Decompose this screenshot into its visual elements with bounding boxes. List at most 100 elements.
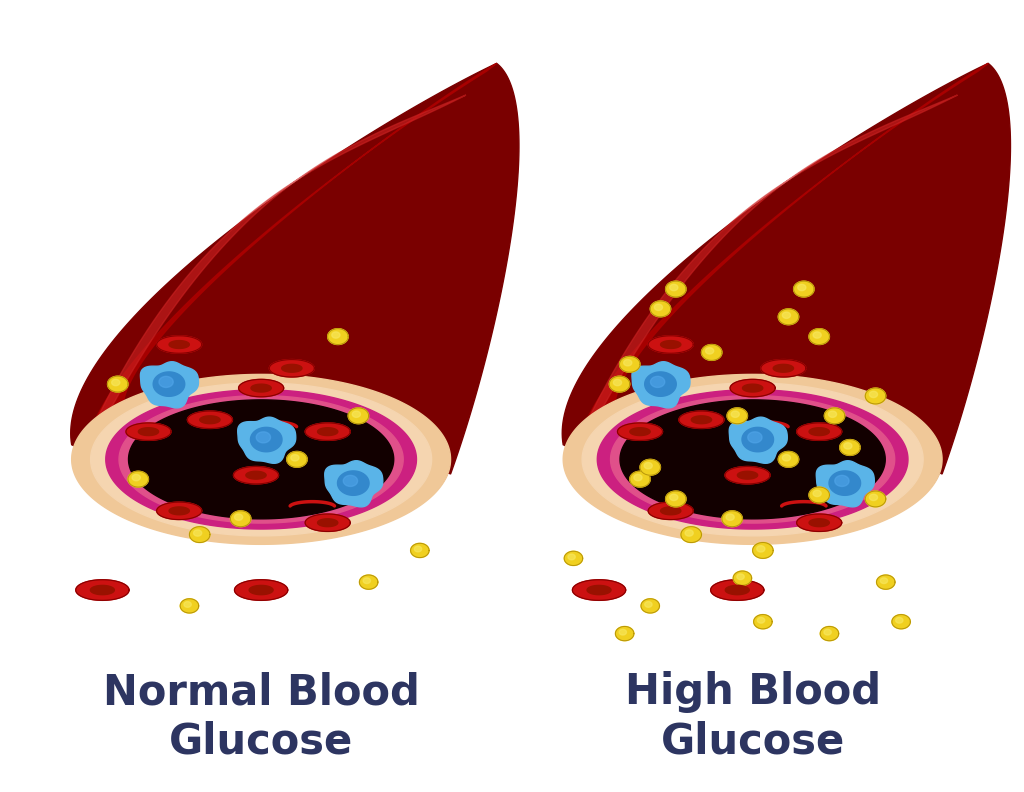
Polygon shape — [650, 301, 671, 317]
Polygon shape — [798, 284, 806, 291]
Polygon shape — [305, 514, 350, 531]
Polygon shape — [711, 580, 764, 600]
Polygon shape — [587, 585, 611, 595]
Polygon shape — [881, 578, 888, 584]
Polygon shape — [234, 580, 288, 600]
Polygon shape — [620, 630, 627, 635]
Polygon shape — [824, 408, 845, 424]
Polygon shape — [305, 423, 350, 440]
Polygon shape — [71, 63, 519, 540]
Polygon shape — [685, 530, 693, 536]
Polygon shape — [230, 511, 251, 527]
Polygon shape — [645, 372, 676, 396]
Polygon shape — [572, 580, 626, 600]
Polygon shape — [620, 356, 640, 372]
Polygon shape — [269, 360, 314, 377]
Polygon shape — [691, 416, 712, 424]
Polygon shape — [352, 411, 360, 417]
Polygon shape — [816, 461, 874, 507]
Polygon shape — [238, 417, 296, 463]
Polygon shape — [634, 474, 642, 481]
Polygon shape — [609, 376, 630, 392]
Polygon shape — [563, 375, 942, 544]
Polygon shape — [742, 428, 773, 451]
Polygon shape — [824, 630, 831, 635]
Polygon shape — [90, 585, 115, 595]
Polygon shape — [869, 494, 878, 501]
Polygon shape — [835, 475, 849, 486]
Polygon shape — [748, 432, 762, 443]
Polygon shape — [840, 440, 860, 455]
Polygon shape — [727, 408, 748, 424]
Polygon shape — [613, 379, 622, 386]
Polygon shape — [328, 329, 348, 345]
Polygon shape — [343, 475, 357, 486]
Polygon shape — [108, 376, 128, 392]
Polygon shape — [364, 578, 371, 584]
Polygon shape — [584, 95, 957, 429]
Polygon shape — [187, 411, 232, 428]
Polygon shape — [809, 519, 829, 527]
Polygon shape — [660, 507, 681, 515]
Polygon shape — [169, 341, 189, 348]
Polygon shape — [332, 332, 340, 338]
Polygon shape — [562, 63, 1011, 540]
Polygon shape — [249, 585, 273, 595]
Text: High Blood
Glucose: High Blood Glucose — [625, 672, 881, 762]
Polygon shape — [317, 519, 338, 527]
Polygon shape — [797, 514, 842, 531]
Polygon shape — [251, 428, 282, 451]
Polygon shape — [92, 95, 466, 429]
Polygon shape — [256, 432, 270, 443]
Polygon shape — [76, 580, 129, 600]
Polygon shape — [869, 391, 878, 398]
Polygon shape — [597, 390, 908, 529]
Polygon shape — [234, 514, 243, 520]
Polygon shape — [813, 332, 821, 338]
Polygon shape — [184, 602, 191, 607]
Polygon shape — [325, 461, 383, 507]
Polygon shape — [782, 312, 791, 318]
Polygon shape — [641, 599, 659, 613]
Polygon shape — [119, 396, 403, 523]
Polygon shape — [742, 384, 763, 392]
Polygon shape — [159, 376, 173, 387]
Polygon shape — [809, 329, 829, 345]
Polygon shape — [896, 618, 903, 623]
Polygon shape — [126, 423, 171, 440]
Polygon shape — [564, 551, 583, 565]
Polygon shape — [754, 615, 772, 629]
Polygon shape — [615, 626, 634, 641]
Polygon shape — [892, 615, 910, 629]
Polygon shape — [650, 376, 665, 387]
Polygon shape — [338, 471, 369, 495]
Polygon shape — [251, 384, 271, 392]
Polygon shape — [670, 284, 678, 291]
Polygon shape — [72, 375, 451, 544]
Polygon shape — [194, 530, 202, 536]
Polygon shape — [737, 471, 758, 479]
Polygon shape — [640, 459, 660, 475]
Polygon shape — [632, 362, 690, 408]
Polygon shape — [730, 379, 775, 397]
Polygon shape — [761, 360, 806, 377]
Polygon shape — [865, 388, 886, 404]
Polygon shape — [200, 416, 220, 424]
Polygon shape — [666, 491, 686, 507]
Polygon shape — [138, 428, 159, 436]
Polygon shape — [753, 543, 773, 558]
Polygon shape — [287, 451, 307, 467]
Polygon shape — [809, 487, 829, 503]
Polygon shape — [782, 455, 791, 461]
Polygon shape — [670, 494, 678, 501]
Polygon shape — [624, 360, 632, 366]
Polygon shape — [828, 411, 837, 417]
Polygon shape — [610, 396, 895, 523]
Polygon shape — [773, 364, 794, 372]
Polygon shape — [725, 466, 770, 484]
Polygon shape — [737, 574, 744, 580]
Polygon shape — [415, 546, 422, 552]
Polygon shape — [778, 309, 799, 325]
Polygon shape — [189, 527, 210, 543]
Polygon shape — [169, 507, 189, 515]
